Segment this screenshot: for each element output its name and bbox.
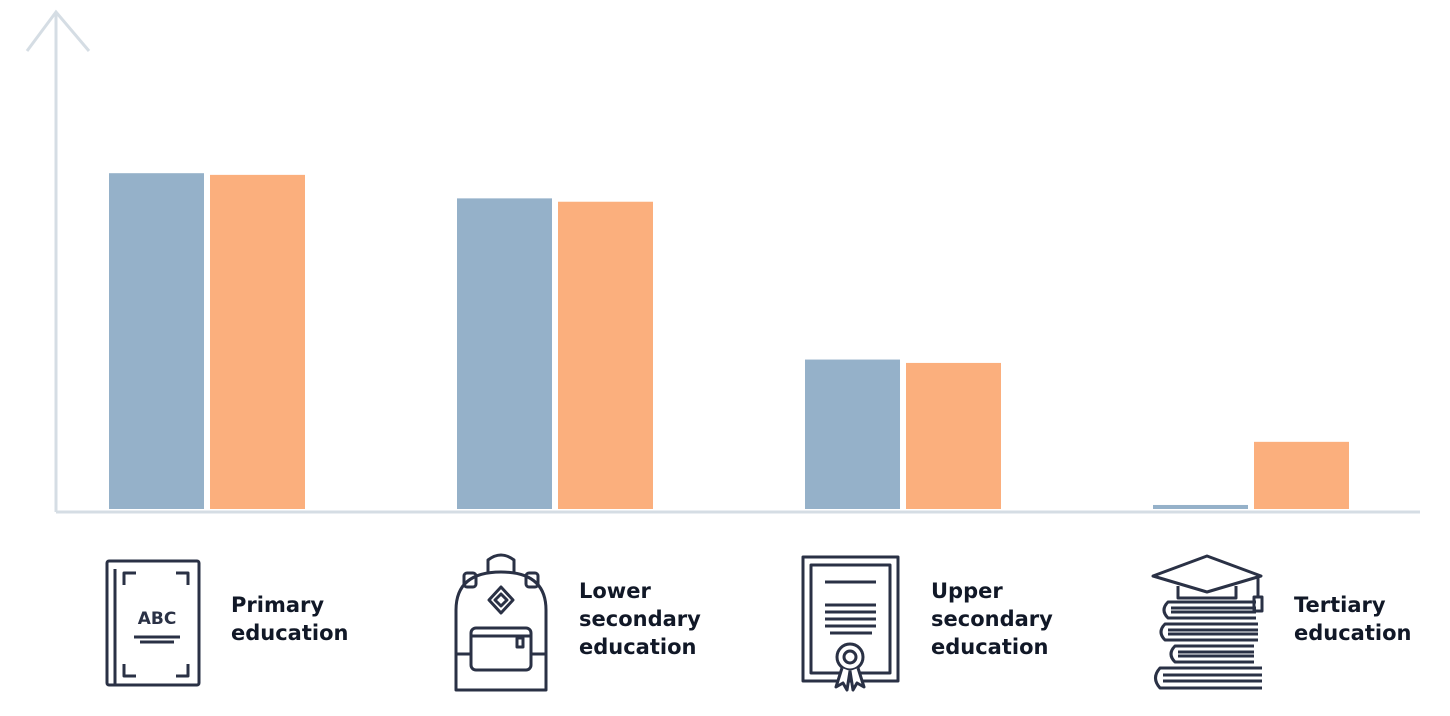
chart-bars (109, 173, 1349, 510)
bar-tertiary-series-2 (1254, 441, 1349, 509)
y-axis-arrow (25, 9, 91, 52)
diploma-certificate-icon (801, 555, 900, 692)
abc-book-icon: ABC (105, 559, 201, 687)
bar-primary-series-2 (210, 174, 305, 510)
category-label-tertiary: Tertiary education (1294, 593, 1412, 645)
bar-primary-series-1 (109, 173, 204, 509)
backpack-icon (454, 553, 548, 692)
category-label-primary: Primary education (231, 593, 349, 645)
bar-lower-secondary-series-1 (457, 198, 552, 509)
category-label-lower-secondary: Lower secondary education (579, 579, 701, 659)
bar-tertiary-series-1 (1153, 504, 1248, 509)
graduation-books-icon (1151, 554, 1264, 690)
svg-text:ABC: ABC (138, 609, 177, 629)
bar-upper-secondary-series-2 (906, 362, 1001, 509)
category-label-upper-secondary: Upper secondary education (931, 579, 1053, 659)
chart-axes (25, 9, 1420, 514)
bar-upper-secondary-series-1 (805, 359, 900, 509)
bar-lower-secondary-series-2 (558, 201, 653, 510)
